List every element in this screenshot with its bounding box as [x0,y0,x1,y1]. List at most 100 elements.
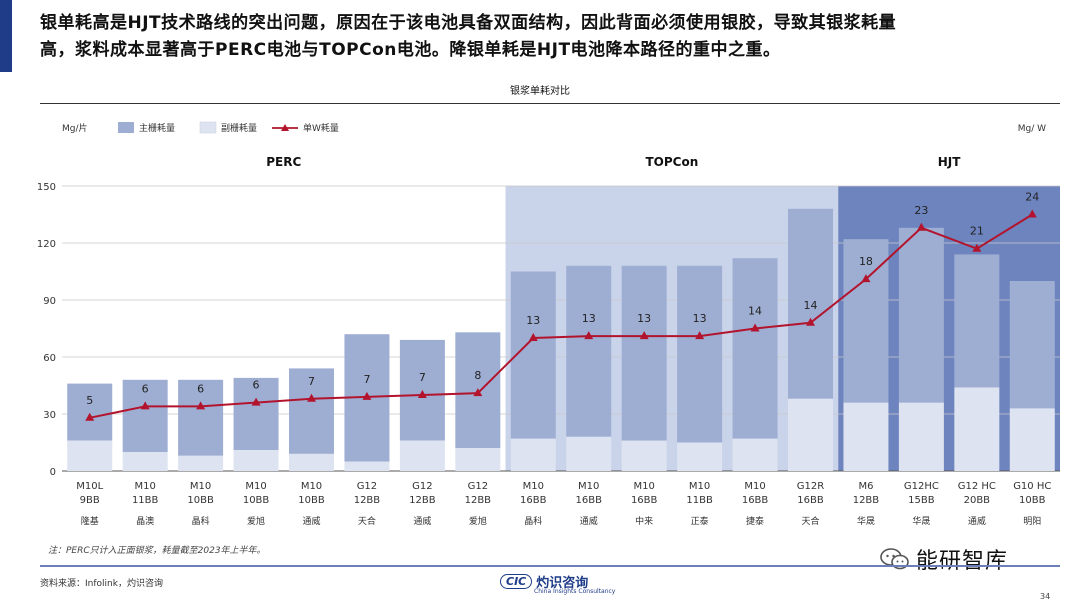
line-data-label: 5 [86,394,93,407]
x-tick-company: 中来 [635,515,653,527]
x-tick-bb: 16BB [742,495,769,506]
headline-line-2: 高，浆料成本显著高于PERC电池与TOPCon电池。降银单耗是HJT电池降本路径… [40,40,781,60]
bar-main [178,379,224,456]
line-point [196,401,206,410]
x-tick-spec: G10 HC [1013,481,1051,492]
title-rule [40,103,1060,104]
line-data-label: 21 [970,225,984,238]
x-tick-company: 天合 [801,515,819,527]
x-tick-company: 明阳 [1023,516,1041,527]
bar-main [954,254,1000,388]
x-tick-bb: 16BB [520,495,547,506]
x-tick-bb: 12BB [465,495,492,506]
x-tick-spec: G12 [357,481,377,492]
bar-sub [178,455,224,471]
y-tick-label: 0 [50,467,56,478]
x-tick-bb: 12BB [853,495,880,506]
bar-main [1009,281,1055,409]
y-tick-label: 30 [43,410,56,421]
x-tick-spec: M10 [134,481,155,492]
headline: 银单耗高是HJT技术路线的突出问题，原因在于该电池具备双面结构，因此背面必须使用… [40,10,1060,64]
line-point [806,317,815,326]
bar-sub [566,436,612,471]
y-tick-label: 60 [43,353,56,364]
line-data-label: 7 [419,371,426,384]
x-tick-bb: 12BB [354,495,381,506]
bar-sub [732,438,778,471]
y-tick-label: 120 [37,239,56,250]
bar-sub [843,402,889,471]
x-tick-bb: 15BB [908,495,935,506]
bar-sub [788,398,833,471]
line-data-label: 6 [197,382,204,395]
x-tick-spec: M10L [76,481,103,492]
legend-label-line: 单W耗量 [303,122,339,134]
line-data-label: 13 [526,314,540,327]
x-tick-spec: G12 HC [958,481,996,492]
line-data-label: 8 [474,369,481,382]
group-panel-topcon [505,186,839,471]
x-tick-company: 晶澳 [136,515,154,527]
line-point [639,331,649,340]
line-point [85,412,95,421]
line-data-label: 7 [363,373,370,386]
bar-main [566,265,612,437]
x-tick-bb: 10BB [243,495,270,506]
x-tick-spec: M6 [858,481,873,492]
line-point [251,397,261,406]
x-tick-company: 通威 [302,515,320,527]
line-point [140,401,150,410]
line-point [972,243,982,252]
x-tick-bb: 10BB [298,495,325,506]
x-tick-spec: M10 [744,481,765,492]
bar-main [67,383,113,441]
line-point [1027,209,1037,218]
wechat-label: 能研智库 [916,549,1009,574]
x-tick-company: 正泰 [691,515,709,527]
bar-sub [233,450,279,471]
line-point [307,393,316,402]
y-tick-label: 150 [37,182,56,193]
line-data-label: 23 [914,204,928,217]
bar-main [510,271,556,439]
line-data-label: 6 [253,379,260,392]
bar-sub [954,387,1000,471]
line-point [584,331,594,340]
x-tick-spec: G12R [797,481,824,492]
line-data-label: 14 [804,299,818,312]
group-label-perc: PERC [266,155,301,169]
bar-main [621,265,667,441]
x-tick-spec: M10 [245,481,266,492]
legend-marker [281,124,289,131]
x-tick-company: 捷泰 [746,515,764,527]
x-tick-company: 爱旭 [469,515,487,527]
line-point [417,390,427,398]
group-label-topcon: TOPCon [645,155,698,169]
bar-main [788,208,833,399]
brand-footer: CIC 灼识咨询 China Insights Consultancy [500,572,615,595]
x-tick-bb: 9BB [80,495,100,506]
x-tick-spec: M10 [301,481,322,492]
x-tick-company: 通威 [968,515,986,527]
bar-main [289,368,334,454]
bar-sub [621,440,667,471]
x-tick-company: 华晟 [857,515,875,527]
line-data-label: 18 [859,255,873,268]
x-tick-bb: 11BB [686,495,713,506]
line-point [695,331,705,340]
line-point [473,388,483,397]
x-tick-spec: G12 [468,481,488,492]
footnote: 注：PERC只计入正面银浆，耗量截至2023年上半年。 [48,546,266,556]
line-data-label: 13 [637,312,651,325]
y-tick-label: 90 [43,296,56,307]
line-point [750,323,760,332]
bar-sub [122,452,168,471]
brand-subtitle: China Insights Consultancy [534,588,616,595]
line-data-label: 24 [1025,191,1039,204]
accent-bar [0,0,12,72]
line-point [362,391,372,400]
chart-title: 银浆单耗对比 [510,86,570,97]
x-tick-bb: 11BB [132,495,159,506]
line-point [916,222,926,231]
line-data-label: 13 [693,312,707,325]
